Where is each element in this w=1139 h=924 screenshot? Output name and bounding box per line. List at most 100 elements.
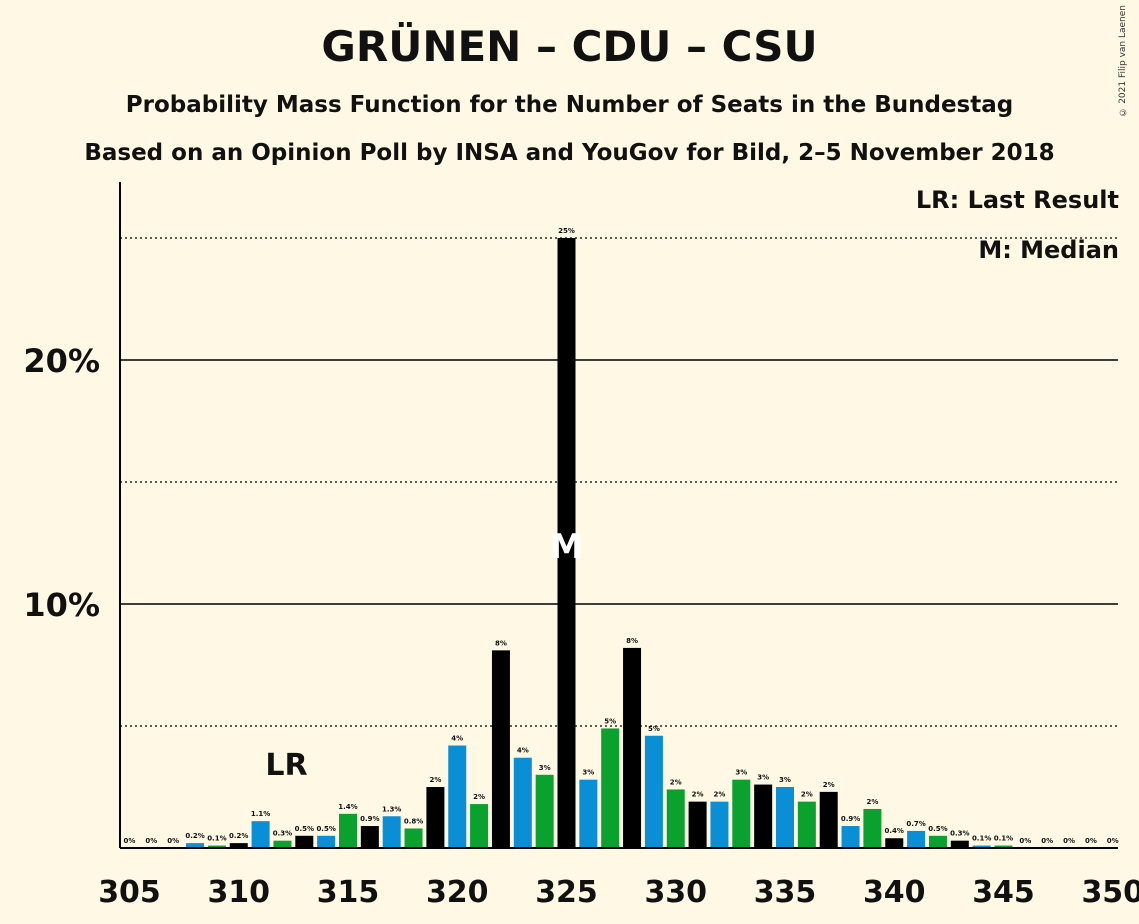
data-label: 0.8% <box>404 817 423 825</box>
legend-last-result: LR: Last Result <box>915 186 1119 214</box>
bar-seat-316 <box>339 813 357 848</box>
data-label: 0.2% <box>185 832 204 840</box>
data-label: 0.3% <box>950 830 969 838</box>
data-label: 2% <box>866 798 878 806</box>
data-label: 0.3% <box>273 830 292 838</box>
data-label: 3% <box>539 764 551 772</box>
bar-seat-331 <box>666 789 685 848</box>
bar-seat-327 <box>579 779 598 848</box>
data-label: 3% <box>757 774 769 782</box>
data-label: 3% <box>735 769 747 777</box>
bar-seat-336 <box>776 787 794 848</box>
bar-seat-339 <box>841 826 860 848</box>
data-label: 3% <box>779 776 791 784</box>
data-label: 0.2% <box>229 832 248 840</box>
chart-subtitle: Probability Mass Function for the Number… <box>125 92 1014 118</box>
x-tick-label: 325 <box>535 875 598 910</box>
x-tick-label: 335 <box>754 875 817 910</box>
data-label: 0.5% <box>928 825 947 833</box>
bar-seat-318 <box>382 816 401 848</box>
data-label: 0.1% <box>994 835 1013 843</box>
bar-seat-344 <box>950 840 969 848</box>
bar-seat-322 <box>470 804 489 848</box>
data-label: 0% <box>1063 837 1075 845</box>
data-label: 2% <box>823 781 835 789</box>
bar-seat-345 <box>972 845 991 848</box>
x-tick-label: 320 <box>426 875 489 910</box>
data-label: 0% <box>1085 837 1097 845</box>
data-label: 0.1% <box>207 835 226 843</box>
data-label: 2% <box>670 778 682 786</box>
data-label: 3% <box>582 769 594 777</box>
data-label: 0% <box>124 837 136 845</box>
legend-median: M: Median <box>978 236 1119 264</box>
y-tick-label: 10% <box>23 586 100 624</box>
bar-seat-313 <box>273 840 292 848</box>
bar-seat-335 <box>754 784 773 848</box>
bar-seat-315 <box>317 835 336 848</box>
data-label: 2% <box>473 793 485 801</box>
data-label: 2% <box>429 776 441 784</box>
data-label: 4% <box>451 735 463 743</box>
bar-seat-332 <box>688 801 707 848</box>
data-label: 8% <box>626 637 638 645</box>
bar-seat-309 <box>186 843 205 848</box>
bar-seat-314 <box>295 835 314 848</box>
bar-seat-338 <box>819 791 838 848</box>
bar-seat-324 <box>513 757 532 848</box>
bar-seat-337 <box>797 801 816 848</box>
data-label: 1.4% <box>338 803 357 811</box>
last-result-marker: LR <box>265 748 307 783</box>
bar-seat-346 <box>994 845 1013 848</box>
bar-seat-340 <box>863 808 882 848</box>
data-label: 0.9% <box>360 815 379 823</box>
bar-seat-320 <box>426 787 445 848</box>
x-tick-label: 310 <box>207 875 270 910</box>
data-label: 0% <box>1041 837 1053 845</box>
bar-seat-333 <box>710 801 729 848</box>
bar-seat-342 <box>907 830 926 848</box>
bar-seat-321 <box>448 745 467 848</box>
data-label: 8% <box>495 639 507 647</box>
data-label: 0% <box>145 837 157 845</box>
bar-seat-326 <box>557 238 576 848</box>
data-label: 25% <box>558 227 575 235</box>
chart-title: GRÜNEN – CDU – CSU <box>321 22 818 71</box>
data-label: 0% <box>1019 837 1031 845</box>
bar-seat-343 <box>928 835 947 848</box>
bar-seat-311 <box>229 843 248 848</box>
chart-subtitle-poll: Based on an Opinion Poll by INSA and You… <box>84 140 1055 166</box>
data-label: 0.1% <box>972 835 991 843</box>
bar-seat-329 <box>623 647 642 848</box>
x-tick-label: 350 <box>1081 875 1139 910</box>
data-label: 2% <box>692 791 704 799</box>
data-label: 5% <box>648 725 660 733</box>
x-tick-label: 345 <box>972 875 1035 910</box>
data-label: 1.3% <box>382 805 401 813</box>
x-tick-label: 340 <box>863 875 926 910</box>
data-label: 4% <box>517 747 529 755</box>
data-label: 0.9% <box>841 815 860 823</box>
x-tick-label: 305 <box>98 875 161 910</box>
data-label: 0.5% <box>295 825 314 833</box>
bar-seat-319 <box>404 828 423 848</box>
bar-seat-328 <box>601 728 620 848</box>
data-label: 0% <box>1107 837 1119 845</box>
x-tick-label: 330 <box>644 875 707 910</box>
data-label: 2% <box>801 791 813 799</box>
x-tick-label: 315 <box>317 875 380 910</box>
data-label: 2% <box>714 791 726 799</box>
data-label: 1.1% <box>251 810 270 818</box>
bar-seat-310 <box>207 845 226 848</box>
data-label: 5% <box>604 717 616 725</box>
data-label: 0.4% <box>885 827 904 835</box>
median-marker: M <box>550 527 584 567</box>
y-tick-label: 20% <box>23 342 100 380</box>
bar-seat-323 <box>491 650 510 848</box>
bar-seat-341 <box>885 838 904 848</box>
data-label: 0.5% <box>316 825 335 833</box>
bar-seat-325 <box>535 774 554 848</box>
data-label: 0.7% <box>906 820 925 828</box>
bar-seat-330 <box>644 735 663 848</box>
